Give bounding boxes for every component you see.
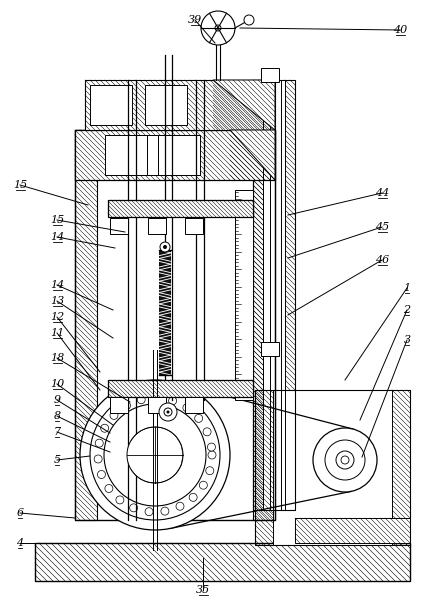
- Text: 2: 2: [403, 305, 411, 315]
- Bar: [110, 218, 128, 234]
- Bar: [253, 130, 275, 520]
- Bar: [97, 130, 253, 520]
- Circle shape: [101, 425, 109, 432]
- Bar: [273, 390, 392, 545]
- Bar: [185, 218, 203, 234]
- Circle shape: [169, 397, 176, 405]
- Circle shape: [176, 502, 184, 510]
- Circle shape: [161, 507, 169, 515]
- Circle shape: [116, 496, 124, 504]
- Bar: [253, 80, 263, 510]
- Text: 15: 15: [13, 180, 27, 190]
- Circle shape: [203, 428, 211, 436]
- Circle shape: [145, 508, 153, 516]
- Text: 8: 8: [53, 411, 61, 421]
- Text: 14: 14: [50, 280, 64, 290]
- Bar: [85, 80, 275, 130]
- Bar: [110, 397, 128, 413]
- Circle shape: [201, 11, 235, 45]
- Circle shape: [336, 451, 354, 469]
- Circle shape: [130, 504, 138, 512]
- Circle shape: [208, 451, 216, 459]
- Text: 7: 7: [53, 427, 61, 437]
- Bar: [261, 342, 279, 356]
- Polygon shape: [230, 130, 275, 180]
- Text: 39: 39: [188, 15, 202, 25]
- Circle shape: [95, 439, 103, 447]
- Bar: [148, 218, 166, 234]
- Bar: [185, 397, 203, 413]
- Bar: [159, 250, 171, 375]
- Text: 5: 5: [53, 455, 61, 465]
- Circle shape: [206, 467, 214, 475]
- Text: 13: 13: [50, 296, 64, 306]
- Bar: [105, 135, 200, 175]
- Circle shape: [313, 428, 377, 492]
- Circle shape: [80, 380, 230, 530]
- Bar: [235, 190, 253, 400]
- Circle shape: [97, 470, 106, 479]
- Text: 4: 4: [16, 538, 24, 548]
- Text: 18: 18: [50, 353, 64, 363]
- Bar: [108, 380, 253, 397]
- Circle shape: [164, 408, 172, 416]
- Bar: [75, 130, 275, 180]
- Text: 6: 6: [16, 508, 24, 518]
- Circle shape: [160, 242, 170, 252]
- Circle shape: [137, 396, 145, 403]
- Circle shape: [199, 481, 207, 489]
- Circle shape: [166, 411, 169, 414]
- Circle shape: [105, 484, 113, 493]
- Circle shape: [244, 15, 254, 25]
- Text: 15: 15: [50, 215, 64, 225]
- Bar: [255, 390, 273, 545]
- Circle shape: [159, 403, 177, 421]
- Circle shape: [215, 25, 221, 31]
- Text: 44: 44: [375, 188, 389, 198]
- Circle shape: [122, 402, 131, 409]
- Text: 40: 40: [393, 25, 407, 35]
- Bar: [145, 85, 187, 125]
- Bar: [158, 135, 200, 175]
- Text: 11: 11: [50, 328, 64, 338]
- Circle shape: [189, 493, 197, 501]
- Bar: [75, 130, 97, 520]
- Bar: [105, 135, 147, 175]
- Circle shape: [94, 455, 102, 463]
- Circle shape: [183, 404, 191, 412]
- Bar: [75, 130, 275, 520]
- Polygon shape: [127, 427, 183, 483]
- Bar: [263, 80, 285, 510]
- Bar: [285, 80, 295, 510]
- Bar: [392, 390, 410, 545]
- Circle shape: [104, 404, 206, 506]
- Text: 12: 12: [50, 312, 64, 322]
- Circle shape: [153, 394, 161, 402]
- Circle shape: [194, 414, 203, 422]
- Bar: [90, 85, 132, 125]
- Bar: [108, 200, 253, 217]
- Bar: [253, 80, 295, 510]
- Bar: [295, 518, 410, 543]
- Circle shape: [341, 456, 349, 464]
- Bar: [148, 397, 166, 413]
- Bar: [261, 68, 279, 82]
- Text: 3: 3: [403, 335, 411, 345]
- Polygon shape: [213, 80, 275, 130]
- Text: 14: 14: [50, 232, 64, 242]
- Text: 1: 1: [403, 283, 411, 293]
- Circle shape: [207, 443, 216, 451]
- Bar: [35, 543, 410, 581]
- Circle shape: [325, 440, 365, 480]
- Text: 10: 10: [50, 379, 64, 389]
- Bar: [255, 390, 410, 545]
- Circle shape: [163, 245, 167, 249]
- Text: 45: 45: [375, 222, 389, 232]
- Text: 9: 9: [53, 395, 61, 405]
- Circle shape: [110, 411, 118, 420]
- Text: 35: 35: [196, 585, 210, 595]
- Text: 46: 46: [375, 255, 389, 265]
- Circle shape: [90, 390, 220, 520]
